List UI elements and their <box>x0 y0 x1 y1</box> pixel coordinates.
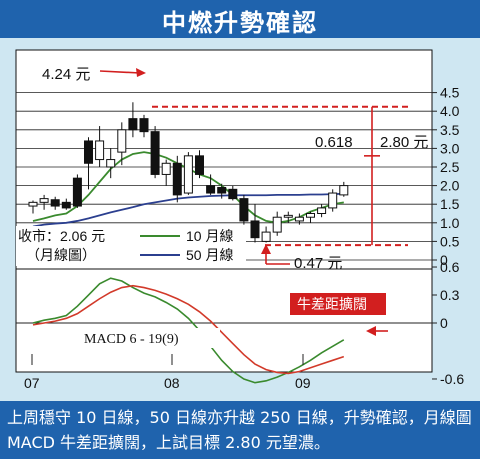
price-tick-label: 2.5 <box>440 159 460 175</box>
candle-body <box>139 118 149 133</box>
candle-body <box>161 162 171 175</box>
x-tick-label: 09 <box>295 375 311 391</box>
macd-tick-label: -0.6 <box>440 371 464 387</box>
macd-tick-label: 0.3 <box>440 287 460 303</box>
high-arrow-head <box>136 68 146 77</box>
candle-body <box>250 220 260 239</box>
macd-annotation: 牛差距擴闊 <box>297 296 367 313</box>
macd-panel <box>15 268 433 373</box>
price-tick-label: 0.5 <box>440 233 460 249</box>
price-tick-label: 4.5 <box>440 85 460 101</box>
price-tick-label: 3.5 <box>440 122 460 138</box>
macd-title-bg <box>80 328 220 348</box>
price-tick-label: 4.0 <box>440 103 460 119</box>
candle-body <box>117 129 127 153</box>
candle-body <box>195 155 204 175</box>
candle-body <box>317 207 327 214</box>
macd-series-1 <box>32 284 345 375</box>
candle-body <box>261 231 271 242</box>
macd-series-0 <box>32 277 345 384</box>
candle-body <box>228 188 238 200</box>
chart-type-label: （月線圖） <box>26 247 96 263</box>
chart-svg: MACD 6 - 19(9) 牛差距擴闊 4.24 元 0.618 2.80 元 0.4… <box>15 49 464 391</box>
x-tick-label: 08 <box>164 375 180 391</box>
price-tick-label: 2.0 <box>440 178 460 194</box>
candle-body <box>294 216 304 222</box>
candle-body <box>95 140 105 161</box>
candle-body <box>39 198 49 203</box>
ma50-line <box>32 192 344 228</box>
candle-body <box>239 198 249 222</box>
macd-annotation-bg <box>290 293 386 315</box>
candle-body <box>306 213 315 218</box>
macd-tick-label: 0 <box>440 315 448 331</box>
high-arrow-line <box>99 70 141 74</box>
candle-body <box>128 118 138 131</box>
title-bar: 中燃升勢確認 <box>0 0 480 38</box>
candle-body <box>61 201 71 209</box>
candle-body <box>272 216 282 233</box>
candle-body <box>50 199 60 207</box>
candle-body <box>72 177 82 207</box>
candle-body <box>183 155 193 194</box>
x-tick-label: 07 <box>24 375 40 391</box>
candle-body <box>206 185 216 194</box>
candle-body <box>339 185 349 196</box>
target-label: 2.80 元 <box>380 134 428 151</box>
low-arrow-head <box>261 244 271 254</box>
legend-label-ma10: 10 月線 <box>186 228 233 244</box>
low-label: 0.47 元 <box>294 255 342 272</box>
caption-text: 上周穩守 10 日線，50 日線亦升越 250 日線，升勢確認，月線圖 MACD… <box>7 408 472 452</box>
caption-bar: 上周穩守 10 日線，50 日線亦升越 250 日線，升勢確認，月線圖 MACD… <box>0 401 480 459</box>
price-tick-label: 1.0 <box>440 215 460 231</box>
candle-body <box>283 214 293 218</box>
candle-body <box>217 186 227 194</box>
macd-title: MACD 6 - 19(9) <box>84 332 179 347</box>
legend-label-ma50: 50 月線 <box>186 247 233 263</box>
candle-body <box>106 159 116 168</box>
candle-body <box>84 140 93 164</box>
candle-body <box>28 201 38 207</box>
legend-box <box>16 226 246 266</box>
fib-label: 0.618 <box>315 134 353 151</box>
chart-title: 中燃升勢確認 <box>162 9 318 37</box>
close-price-label: 收市：2.06 元 <box>18 228 105 244</box>
price-tick-label: 3.0 <box>440 140 460 156</box>
macd-arrow-head <box>366 326 376 336</box>
price-tick-label: 1.5 <box>440 196 460 212</box>
high-label: 4.24 元 <box>42 66 90 83</box>
candle-body <box>172 162 182 196</box>
candle-body <box>150 131 160 175</box>
price-tick-label: 0 <box>440 252 448 268</box>
candle-body <box>328 192 338 209</box>
macd-tick-label: 0.6 <box>440 259 460 275</box>
